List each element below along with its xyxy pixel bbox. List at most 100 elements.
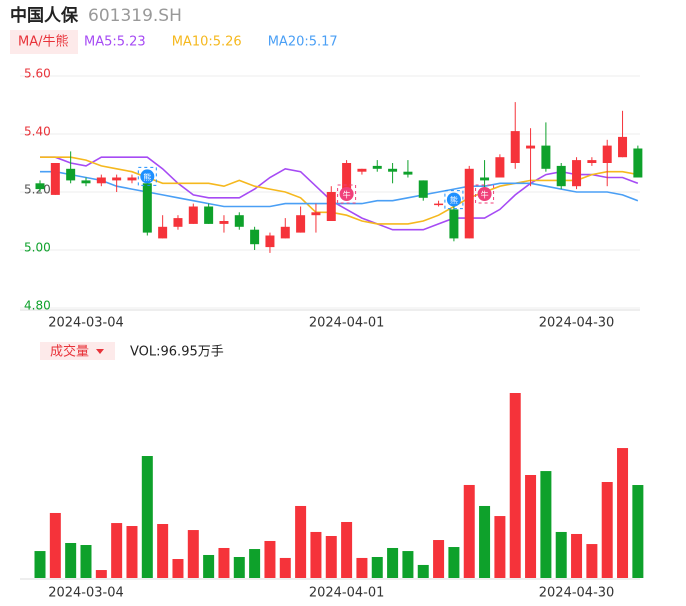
tab-bg[interactable]	[10, 30, 78, 54]
signal-label: 熊	[450, 195, 458, 205]
ma-line	[40, 156, 639, 225]
candle-body	[158, 226, 168, 239]
volume-bar	[540, 471, 552, 578]
candle-body	[112, 177, 122, 181]
x-tick-label: 2024-03-04	[48, 586, 124, 601]
x-tick-label: 2024-04-30	[539, 586, 615, 601]
candle-body	[449, 209, 459, 239]
volume-tab[interactable]: 成交量	[50, 344, 89, 360]
x-tick-label: 2024-03-04	[48, 316, 124, 331]
volume-bar	[371, 556, 383, 578]
volume-label: VOL:96.95万手	[130, 345, 224, 360]
candle-body	[388, 168, 398, 172]
legend-entry: MA10:5.26	[172, 35, 242, 50]
candle-body	[50, 163, 60, 195]
volume-bar	[617, 448, 629, 578]
dropdown-arrow	[96, 349, 104, 354]
ma-tab[interactable]: MA/牛熊	[18, 34, 69, 50]
candle-body	[296, 215, 306, 233]
volume-bar	[111, 523, 123, 578]
candle-body	[556, 165, 566, 187]
ma-line	[40, 170, 639, 208]
candle-body	[480, 177, 490, 181]
candle-body	[204, 206, 214, 224]
volume-bar	[65, 542, 77, 578]
signal-frame	[444, 190, 464, 210]
candle-body	[188, 206, 198, 224]
candle-body	[219, 221, 229, 224]
signal-frame	[337, 184, 357, 204]
volume-bar	[157, 524, 169, 578]
vol-tab-bg[interactable]	[40, 342, 115, 360]
signal-label: 牛	[343, 190, 351, 200]
legend-entry: MA20:5.17	[268, 35, 338, 50]
candle-body	[173, 218, 183, 227]
volume-bar	[295, 505, 307, 578]
candle-body	[234, 215, 244, 227]
signal-frame	[137, 166, 157, 186]
candle-body	[326, 192, 336, 221]
y-tick-label: 5.40	[24, 125, 51, 139]
x-tick-label: 2024-04-30	[539, 316, 615, 331]
candle-body	[541, 145, 551, 169]
signal-label: 牛	[481, 190, 489, 200]
signal-icon	[339, 187, 354, 201]
candle-body	[265, 235, 275, 248]
candle-body	[495, 157, 505, 178]
volume-bar	[586, 544, 598, 578]
signal-icon	[477, 187, 492, 201]
volume-bar	[387, 547, 399, 578]
volume-bar	[279, 557, 291, 578]
candle-body	[35, 183, 45, 190]
volume-bar	[525, 474, 537, 578]
volume-bar	[448, 547, 460, 578]
candle-body	[372, 165, 382, 169]
candle-body	[280, 226, 290, 239]
signal-label: 熊	[143, 172, 151, 182]
candle-body	[127, 177, 137, 181]
candle-body	[81, 180, 91, 184]
volume-bar	[233, 556, 245, 578]
candle-body	[342, 163, 352, 190]
stock-name: 中国人保	[10, 5, 79, 26]
candle-body	[96, 177, 106, 184]
candle-body	[142, 183, 152, 233]
volume-bar	[601, 481, 613, 578]
volume-bar	[141, 456, 153, 578]
x-tick-label: 2024-04-01	[309, 316, 385, 331]
ma-line	[40, 156, 639, 231]
volume-bar	[571, 533, 583, 578]
volume-bar	[80, 545, 92, 578]
volume-bar	[632, 485, 644, 578]
volume-bar	[494, 516, 506, 578]
candle-body	[357, 168, 367, 172]
signal-icon	[446, 192, 461, 207]
volume-bar	[417, 564, 429, 578]
y-tick-label: 4.80	[24, 299, 51, 313]
volume-bar	[172, 559, 184, 578]
candle-body	[587, 160, 597, 163]
volume-bar	[187, 530, 199, 578]
signal-icon	[140, 169, 155, 184]
volume-bar	[34, 551, 46, 578]
candle-body	[510, 131, 520, 163]
legend-entry: MA5:5.23	[84, 35, 146, 50]
volume-bar	[509, 393, 521, 578]
volume-bar	[49, 512, 61, 578]
candle-body	[526, 145, 536, 149]
candle-body	[602, 145, 612, 163]
volume-bar	[264, 540, 276, 578]
volume-bar	[356, 557, 368, 578]
volume-bar	[463, 484, 475, 578]
volume-bar	[249, 549, 261, 578]
candle-body	[418, 180, 428, 198]
volume-bar	[555, 531, 567, 578]
volume-bar	[479, 505, 491, 578]
y-tick-label: 5.60	[24, 67, 51, 81]
candle-body	[572, 160, 582, 187]
volume-bar	[310, 531, 322, 578]
candle-body	[464, 168, 474, 239]
signal-frame	[475, 184, 495, 204]
volume-bar	[341, 521, 353, 578]
